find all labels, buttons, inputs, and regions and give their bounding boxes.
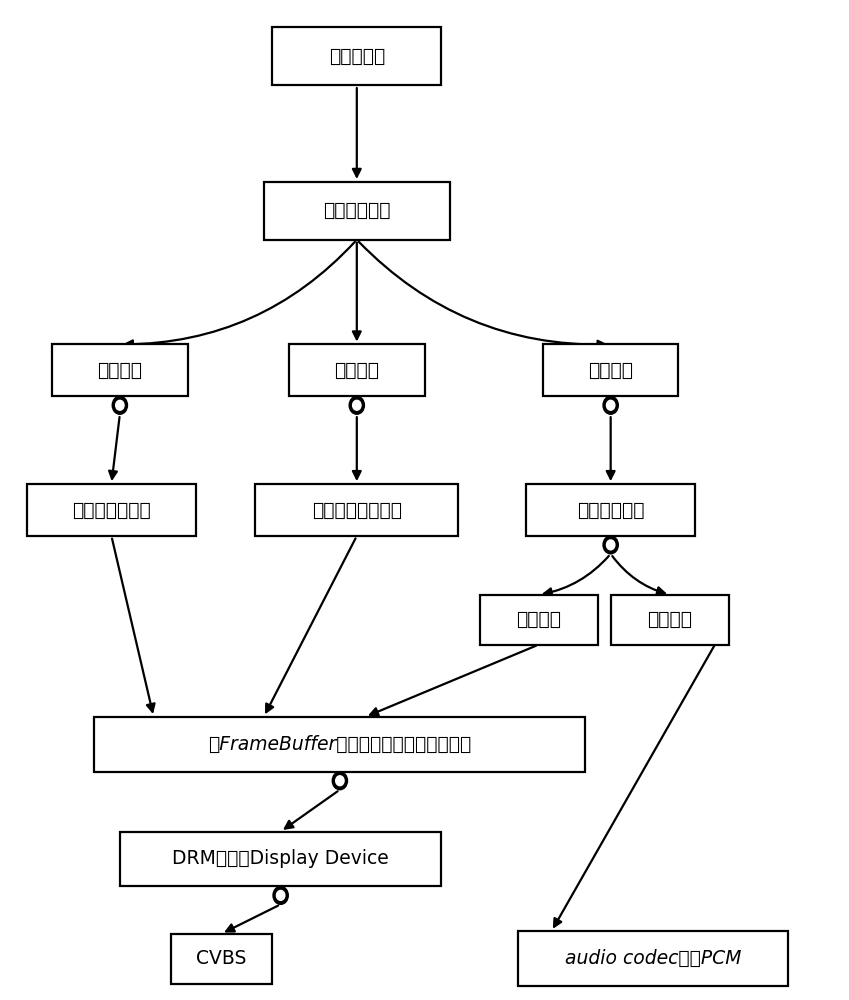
Bar [256, 484, 458, 536]
Bar [94, 717, 585, 772]
Circle shape [112, 396, 127, 414]
Text: 目标检测框中心点: 目标检测框中心点 [312, 500, 402, 519]
Bar [526, 484, 695, 536]
Text: 目标位置: 目标位置 [335, 361, 380, 380]
Text: 目标检测模块: 目标检测模块 [323, 201, 391, 220]
Text: 目标检测框宽高: 目标检测框宽高 [72, 500, 151, 519]
Text: 热成像数据: 热成像数据 [329, 47, 385, 66]
Text: 对应颜色: 对应颜色 [516, 610, 561, 629]
Text: audio codec输出PCM: audio codec输出PCM [565, 949, 741, 968]
Circle shape [335, 776, 344, 786]
Circle shape [603, 396, 618, 414]
Circle shape [332, 772, 347, 790]
Bar [171, 934, 273, 984]
Bar [518, 931, 789, 986]
Circle shape [277, 890, 284, 900]
Bar [610, 595, 729, 645]
Text: 对应声音: 对应声音 [648, 610, 693, 629]
Text: DRM输出到Display Device: DRM输出到Display Device [172, 850, 389, 868]
Text: 在FrameBuffer上画出相对应的目标检测框: 在FrameBuffer上画出相对应的目标检测框 [208, 735, 471, 754]
Text: 目标深度: 目标深度 [588, 361, 633, 380]
Circle shape [349, 396, 364, 414]
Circle shape [606, 400, 615, 410]
Bar [273, 27, 441, 85]
Circle shape [352, 400, 361, 410]
Bar [480, 595, 598, 645]
Circle shape [115, 400, 124, 410]
Text: 预警级别分类: 预警级别分类 [577, 500, 644, 519]
Circle shape [603, 536, 618, 554]
Bar [120, 832, 441, 886]
Text: 目标大小: 目标大小 [98, 361, 143, 380]
Bar [264, 182, 450, 240]
Text: CVBS: CVBS [196, 949, 246, 968]
Bar [543, 344, 678, 396]
Bar [27, 484, 196, 536]
Bar [52, 344, 188, 396]
Circle shape [273, 886, 289, 904]
Bar [290, 344, 424, 396]
Circle shape [606, 540, 615, 550]
